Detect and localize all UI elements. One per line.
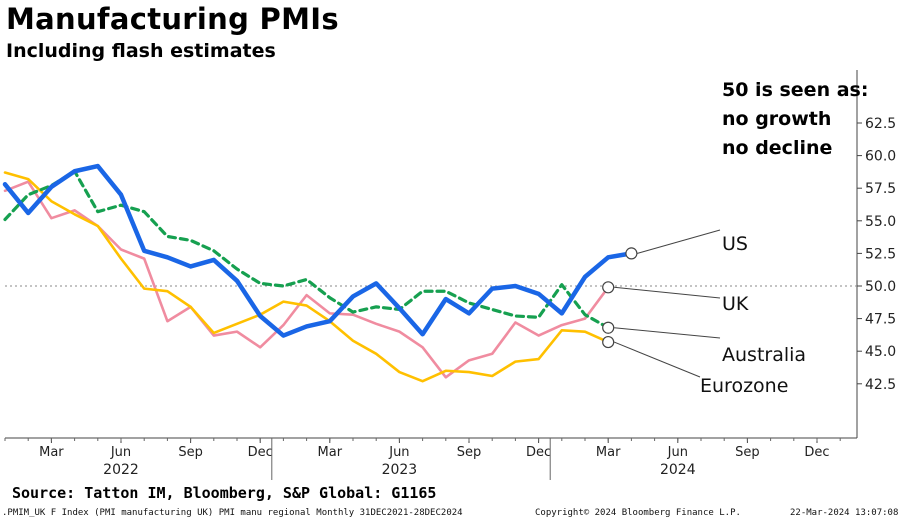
callout-leader-us [637, 229, 721, 254]
y-tick-label: 42.5 [865, 377, 896, 393]
x-tick-label: Mar [596, 445, 621, 460]
x-tick-label: Sep [457, 445, 482, 460]
x-tick-label: Dec [526, 445, 551, 460]
series-line-eurozone [3, 171, 610, 383]
x-tick-label: Mar [318, 445, 343, 460]
year-label: 2023 [382, 462, 418, 478]
y-tick-label: 50.0 [865, 279, 896, 295]
x-tick-label: Sep [178, 445, 203, 460]
year-label: 2022 [103, 462, 139, 478]
annotation-note: 50 is seen as: no growth no decline [722, 76, 868, 163]
x-tick-label: Jun [110, 445, 131, 460]
footer-timestamp: 22-Mar-2024 13:07:08 [790, 508, 899, 518]
series-line-us [2, 163, 634, 338]
series-label-eurozone: Eurozone [700, 375, 788, 397]
x-tick-label: Jun [388, 445, 409, 460]
footer-copyright: Copyright© 2024 Bloomberg Finance L.P. [535, 508, 741, 518]
y-tick-label: 57.5 [865, 181, 896, 197]
chart-subtitle: Including flash estimates [6, 40, 276, 62]
series-label-us: US [722, 233, 748, 255]
end-marker-uk [602, 281, 615, 294]
y-tick-label: 52.5 [865, 246, 896, 262]
series-label-australia: Australia [722, 344, 806, 366]
y-tick-label: 45.0 [865, 344, 896, 360]
y-tick-label: 47.5 [865, 312, 896, 328]
y-tick-label: 60.0 [865, 149, 896, 165]
series-label-uk: UK [722, 293, 749, 315]
x-tick-label: Mar [39, 445, 64, 460]
chart-title: Manufacturing PMIs [6, 2, 339, 36]
y-tick-label: 62.5 [865, 116, 896, 132]
y-tick-label: 55.0 [865, 214, 896, 230]
year-label: 2024 [660, 462, 696, 478]
callout-leader-eurozone [614, 341, 701, 378]
note-line-3: no decline [722, 137, 833, 159]
end-marker-eurozone [602, 335, 615, 349]
callout-leader-australia [614, 327, 721, 339]
note-line-2: no growth [722, 108, 832, 130]
end-marker-australia [602, 321, 615, 334]
footer-ticker: .PMIM_UK F Index (PMI manufacturing UK) … [2, 508, 463, 518]
end-marker-us [625, 247, 638, 260]
note-line-1: 50 is seen as: [722, 79, 869, 101]
callout-leader-uk [614, 286, 721, 299]
x-tick-label: Jun [667, 445, 688, 460]
series-line-australia [3, 169, 610, 330]
series-line-uk [3, 180, 610, 379]
x-tick-label: Dec [248, 445, 273, 460]
x-tick-label: Dec [804, 445, 829, 460]
x-tick-label: Sep [735, 445, 760, 460]
source-note: Source: Tatton IM, Bloomberg, S&P Global… [12, 484, 437, 502]
